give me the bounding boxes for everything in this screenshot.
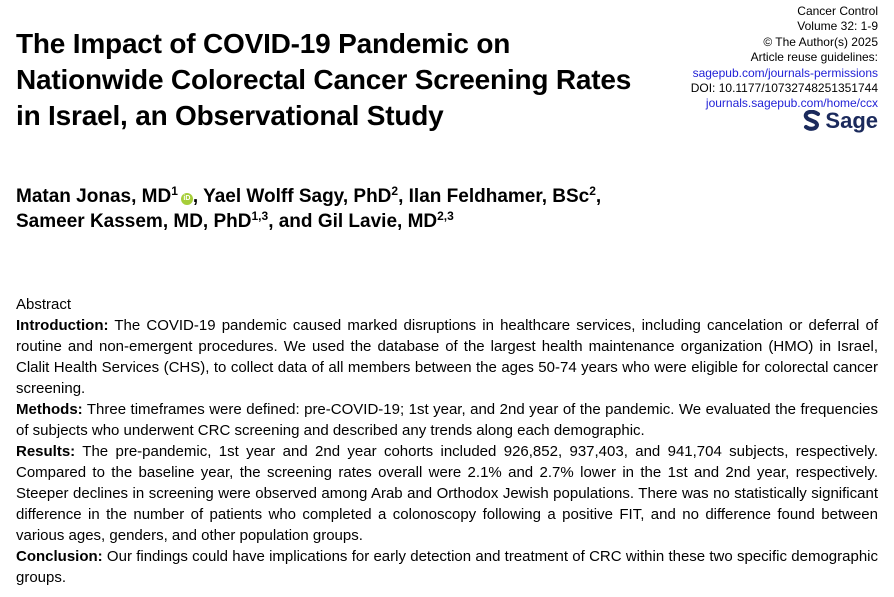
copyright: © The Author(s) 2025 xyxy=(763,34,878,49)
reuse-link[interactable]: sagepub.com/journals-permissions xyxy=(692,65,878,80)
affiliation: 1 xyxy=(171,184,178,198)
section-label: Conclusion: xyxy=(16,548,103,565)
doi: DOI: 10.1177/10732748251351744 xyxy=(690,81,878,96)
publisher-logo: Sage xyxy=(803,108,878,134)
section-text: Three timeframes were defined: pre-COVID… xyxy=(16,401,878,439)
abstract-conclusion: Conclusion: Our findings could have impl… xyxy=(16,546,878,588)
affiliation: 2 xyxy=(589,184,596,198)
separator: , xyxy=(192,186,204,207)
abstract: Abstract Introduction: The COVID-19 pand… xyxy=(16,294,878,588)
section-label: Methods: xyxy=(16,401,83,418)
article-title: The Impact of COVID-19 Pandemic on Natio… xyxy=(16,28,632,131)
abstract-results: Results: The pre-pandemic, 1st year and … xyxy=(16,441,878,546)
journal-home-link[interactable]: journals.sagepub.com/home/ccx xyxy=(705,96,878,111)
author: Matan Jonas, MD xyxy=(16,186,172,207)
section-label: Introduction: xyxy=(16,317,109,334)
abstract-methods: Methods: Three timeframes were defined: … xyxy=(16,399,878,441)
section-label: Results: xyxy=(16,443,76,460)
author: Ilan Feldhamer, BSc xyxy=(408,186,590,207)
sage-s-icon xyxy=(804,110,821,131)
orcid-icon[interactable]: iD xyxy=(180,193,193,205)
journal-volume: Volume 32: 1-9 xyxy=(797,19,878,34)
journal-name: Cancer Control xyxy=(797,4,878,18)
separator: , and xyxy=(268,211,318,232)
publisher-name: Sage xyxy=(825,108,878,133)
author: Gil Lavie, MD xyxy=(317,211,438,232)
affiliation: 2 xyxy=(391,184,399,198)
abstract-heading: Abstract xyxy=(16,296,72,313)
section-text: Our findings could have implications for… xyxy=(16,548,878,586)
section-text: The COVID-19 pandemic caused marked disr… xyxy=(16,317,878,397)
author: Sameer Kassem, MD, PhD xyxy=(16,211,252,232)
journal-meta: Cancer Control Volume 32: 1-9 © The Auth… xyxy=(691,4,878,112)
reuse-label: Article reuse guidelines: xyxy=(750,50,878,65)
section-text: The pre-pandemic, 1st year and 2nd year … xyxy=(16,443,878,544)
abstract-introduction: Introduction: The COVID-19 pandemic caus… xyxy=(16,315,878,399)
separator: , xyxy=(595,186,602,207)
separator: , xyxy=(398,186,409,207)
author: Yael Wolff Sagy, PhD xyxy=(203,186,392,207)
author-list: Matan Jonas, MD1iD, Yael Wolff Sagy, PhD… xyxy=(16,184,601,234)
affiliation: 2,3 xyxy=(437,209,454,223)
affiliation: 1,3 xyxy=(251,209,269,223)
